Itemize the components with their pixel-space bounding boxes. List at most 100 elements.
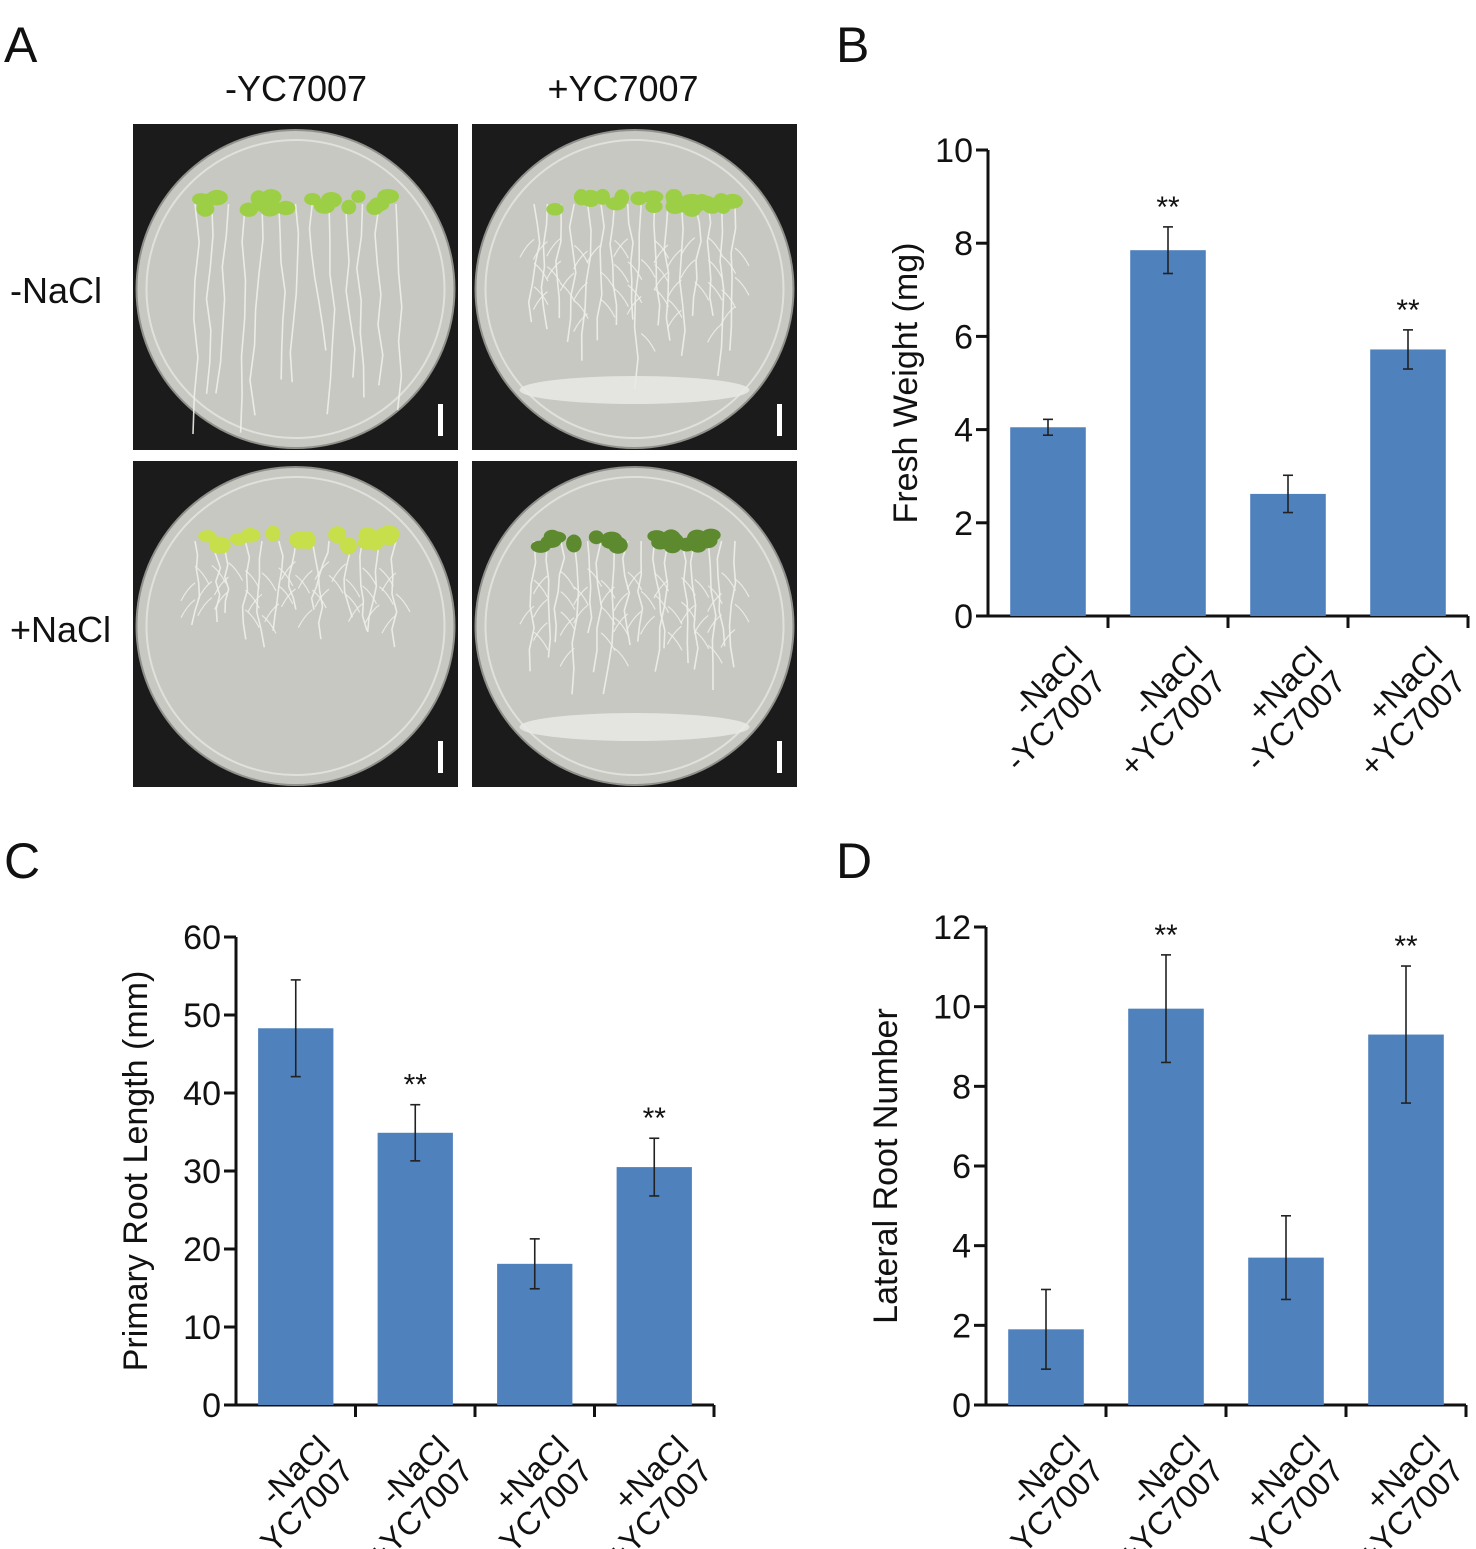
lateral-root xyxy=(734,276,750,296)
seedling-leaf xyxy=(328,526,347,544)
seedling-root xyxy=(678,203,686,356)
panel-d-label: D xyxy=(836,833,872,889)
significance-marker: ** xyxy=(1396,294,1420,327)
seedling-root xyxy=(540,203,549,330)
lateral-root xyxy=(720,629,736,648)
y-tick-label: 30 xyxy=(183,1153,221,1191)
lateral-root xyxy=(640,333,656,352)
panel-a: A -YC7007 +YC7007 -NaCl +NaCl xyxy=(4,17,797,787)
y-tick-label: 0 xyxy=(952,1387,971,1425)
y-tick-label: 50 xyxy=(183,997,221,1035)
lateral-root xyxy=(559,647,575,667)
seedling-leaf xyxy=(605,197,627,211)
seedling-leaf xyxy=(566,534,582,553)
lateral-root xyxy=(560,611,576,631)
seedling-leaf xyxy=(683,193,702,207)
lateral-root xyxy=(721,289,737,309)
lateral-root xyxy=(613,238,629,257)
seedling-leaf xyxy=(546,203,564,216)
lateral-root xyxy=(364,604,380,624)
seedling-root xyxy=(586,540,593,634)
seedling-leaf xyxy=(341,199,357,215)
lateral-root xyxy=(693,615,709,634)
y-tick-label: 6 xyxy=(952,1148,971,1186)
row-label-no-nacl: -NaCl xyxy=(10,270,102,311)
seedling-root xyxy=(728,540,737,668)
seedling-root xyxy=(255,540,266,648)
lateral-root xyxy=(654,239,670,259)
lateral-root xyxy=(519,605,535,625)
lateral-root xyxy=(626,296,642,315)
lateral-root xyxy=(314,561,330,580)
lateral-root xyxy=(666,279,682,299)
seedling-root xyxy=(663,203,671,341)
lateral-root xyxy=(532,598,548,618)
seedling-leaf xyxy=(229,532,249,546)
lateral-root xyxy=(734,578,750,598)
seedling-root xyxy=(627,203,634,320)
seedling-root xyxy=(344,203,356,378)
lateral-root xyxy=(721,255,737,274)
category-label: +NaCl-YC7007 xyxy=(1212,1429,1351,1549)
lateral-root xyxy=(345,594,361,613)
lateral-root xyxy=(347,603,363,622)
seedling-root xyxy=(310,540,330,610)
y-tick-label: 4 xyxy=(954,412,973,450)
seedling-root xyxy=(190,540,201,626)
column-label-yc7007: +YC7007 xyxy=(547,68,698,109)
seedling-leaf xyxy=(530,540,551,553)
seedling-leaf xyxy=(314,198,335,214)
y-tick-label: 8 xyxy=(952,1068,971,1106)
seedling-leaf xyxy=(368,197,390,212)
petri-dish-photo xyxy=(472,124,797,450)
lateral-root xyxy=(667,631,683,651)
lateral-root xyxy=(613,613,629,633)
lateral-root xyxy=(532,291,548,310)
lateral-root xyxy=(666,309,682,329)
bar xyxy=(1370,349,1446,616)
seedling-root xyxy=(192,203,201,435)
y-tick-label: 0 xyxy=(954,598,973,636)
y-tick-label: 10 xyxy=(935,132,973,170)
dish-inner-edge xyxy=(145,139,446,439)
panel-b-label: B xyxy=(836,17,869,73)
seedling-root xyxy=(717,203,725,376)
seedling-leaf xyxy=(546,531,567,544)
significance-marker: ** xyxy=(1156,191,1180,224)
seedling-root xyxy=(249,203,264,416)
seedling-leaf xyxy=(645,199,663,214)
lateral-root xyxy=(573,281,588,301)
plate-photo-grid xyxy=(133,124,797,787)
seedling-root xyxy=(395,203,403,411)
seedling-leaf xyxy=(378,525,400,544)
lateral-root xyxy=(378,586,394,605)
seedling-leaf xyxy=(665,189,683,205)
lateral-root xyxy=(362,585,378,605)
seedling-root xyxy=(210,540,222,623)
lateral-root xyxy=(707,585,723,604)
seedling-leaf xyxy=(573,189,589,206)
lateral-root xyxy=(694,630,710,650)
lateral-root xyxy=(667,299,683,318)
lateral-root xyxy=(180,582,196,602)
significance-marker: ** xyxy=(404,1069,428,1102)
significance-marker: ** xyxy=(643,1102,667,1135)
lateral-root xyxy=(213,590,229,610)
petri-dish-photo xyxy=(472,461,797,787)
scale-bar xyxy=(777,404,782,436)
lateral-root xyxy=(653,271,669,291)
category-label: +NaCl+YC7007 xyxy=(1329,640,1473,784)
seedling-root xyxy=(326,203,336,415)
seedling-leaf xyxy=(651,536,670,550)
lateral-root xyxy=(519,238,535,258)
lateral-root xyxy=(653,579,669,599)
y-tick-label: 12 xyxy=(933,909,971,947)
scale-bar xyxy=(777,741,782,773)
seedling-leaf xyxy=(713,193,729,207)
seedling-root xyxy=(311,540,324,640)
lateral-root xyxy=(600,632,616,652)
seedling-root xyxy=(602,540,616,695)
seedling-root xyxy=(596,203,605,341)
bar xyxy=(377,1132,453,1405)
